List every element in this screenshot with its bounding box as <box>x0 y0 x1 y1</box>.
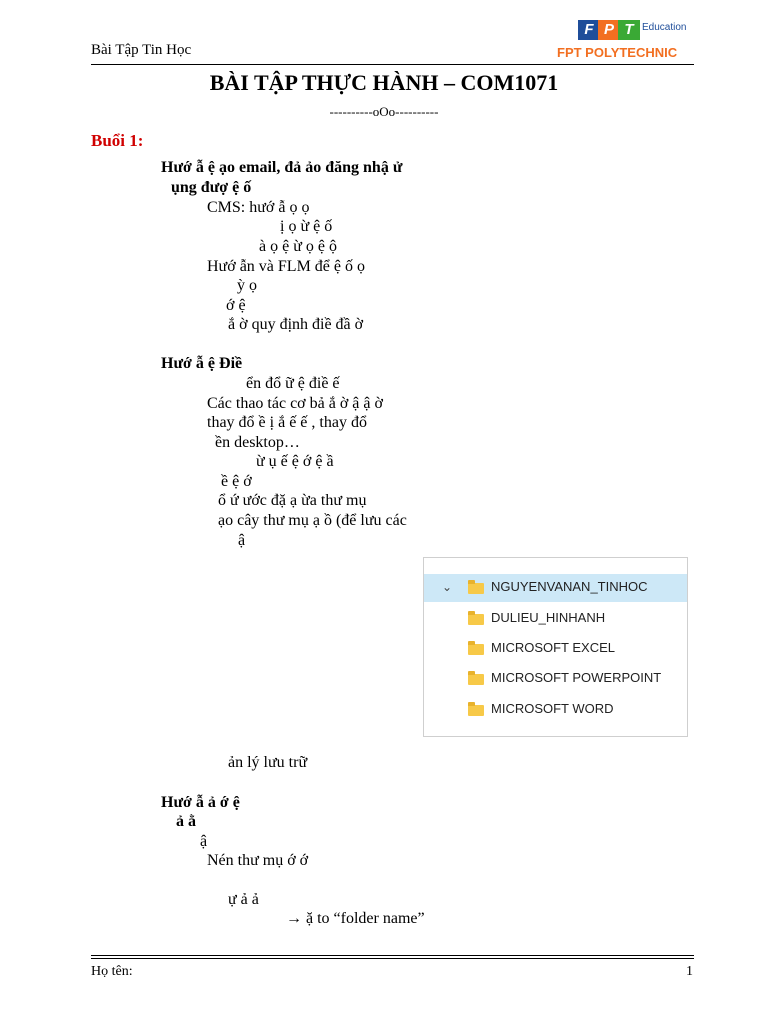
body-line: CMS: hướ ẫ ọ ọ <box>207 199 310 216</box>
body-line: ậ <box>200 833 208 850</box>
body-line: ớ ệ <box>226 297 246 314</box>
page-title: BÀI TẬP THỰC HÀNH – COM1071 <box>209 70 559 95</box>
body-line: thay đổ ề ị ắ ế ế , thay đổ <box>207 414 367 431</box>
body-line: ề ệ ớ <box>221 473 252 490</box>
body-line: ừ ụ ế ệ ớ ệ ầ <box>256 453 334 470</box>
logo-letter-p: P <box>598 20 620 40</box>
header-rule <box>91 64 694 65</box>
tree-item-label: MICROSOFT POWERPOINT <box>491 670 662 685</box>
session-heading: Buổi 1: <box>91 131 144 150</box>
body-line: ạo cây thư mụ ạ ồ (để lưu các <box>218 512 407 529</box>
footer-name-label: Họ tên: <box>91 964 133 979</box>
body-line: ị ọ ừ ệ ố <box>280 218 333 235</box>
footer-rule <box>91 958 694 959</box>
body-line: ắ ờ quy định điề đầ ờ <box>228 316 364 333</box>
body-line: ổ ứ ước đặ ạ ừa thư mụ <box>218 492 367 509</box>
header-doc-title: Bài Tập Tin Học <box>91 42 192 58</box>
body-line: ự ả ả <box>228 891 259 908</box>
body-line: ỳ ọ <box>237 277 257 294</box>
body-line: Hướ ẫ ệ ạo email, đả ảo đăng nhậ ử <box>161 159 403 176</box>
footer-rule <box>91 955 694 956</box>
tree-item-root: ⌄ NGUYENVANAN_TINHOC <box>424 574 687 602</box>
logo-letter-f: F <box>578 20 600 40</box>
body-line: Nén thư mụ ớ ớ <box>207 852 309 869</box>
body-line: ụng đượ ệ ố <box>171 179 252 196</box>
logo-education-text: Education <box>642 22 687 33</box>
page-number: 1 <box>686 964 693 979</box>
body-line: à ọ ệ ừ ọ ệ ộ <box>259 238 337 255</box>
folder-icon <box>468 641 484 655</box>
header-brand: FPT POLYTECHNIC <box>557 45 678 60</box>
tree-item: DULIEU_HINHANH <box>424 605 687 633</box>
folder-icon <box>468 702 484 716</box>
tree-item: MICROSOFT WORD <box>424 696 687 724</box>
folder-tree-screenshot: ⌄ NGUYENVANAN_TINHOC DULIEU_HINHANH MICR… <box>423 557 688 737</box>
folder-icon <box>468 671 484 685</box>
body-line: Các thao tác cơ bả ắ ờ ậ ậ ờ <box>207 395 383 412</box>
body-line: ền desktop… <box>215 434 300 451</box>
tree-item-label: MICROSOFT WORD <box>491 701 614 716</box>
fpt-education-logo: F P T Education <box>578 16 688 50</box>
folder-icon <box>468 611 484 625</box>
body-line: → ặ to “folder name” <box>286 910 425 927</box>
folder-icon <box>468 580 484 594</box>
tree-item-label: NGUYENVANAN_TINHOC <box>491 579 648 594</box>
tree-item: MICROSOFT POWERPOINT <box>424 665 687 693</box>
logo-letter-t: T <box>618 20 640 40</box>
body-line: ậ <box>238 532 246 549</box>
body-line: ả ằ <box>176 813 196 830</box>
body-line: ển đổ ữ ệ điề ế <box>246 375 340 392</box>
chevron-down-icon: ⌄ <box>442 580 453 594</box>
tree-item: MICROSOFT EXCEL <box>424 635 687 663</box>
body-line: Hướ ẫ ệ Điề <box>161 355 243 372</box>
tree-item-label: DULIEU_HINHANH <box>491 610 606 625</box>
title-divider: ----------oOo---------- <box>329 104 439 119</box>
body-line: Hướ ẫn và FLM để ệ ố ọ <box>207 258 365 275</box>
body-line: Hướ ẫ ả ớ ệ <box>161 794 240 811</box>
body-line: ản lý lưu trữ <box>228 754 308 771</box>
tree-item-label: MICROSOFT EXCEL <box>491 640 616 655</box>
